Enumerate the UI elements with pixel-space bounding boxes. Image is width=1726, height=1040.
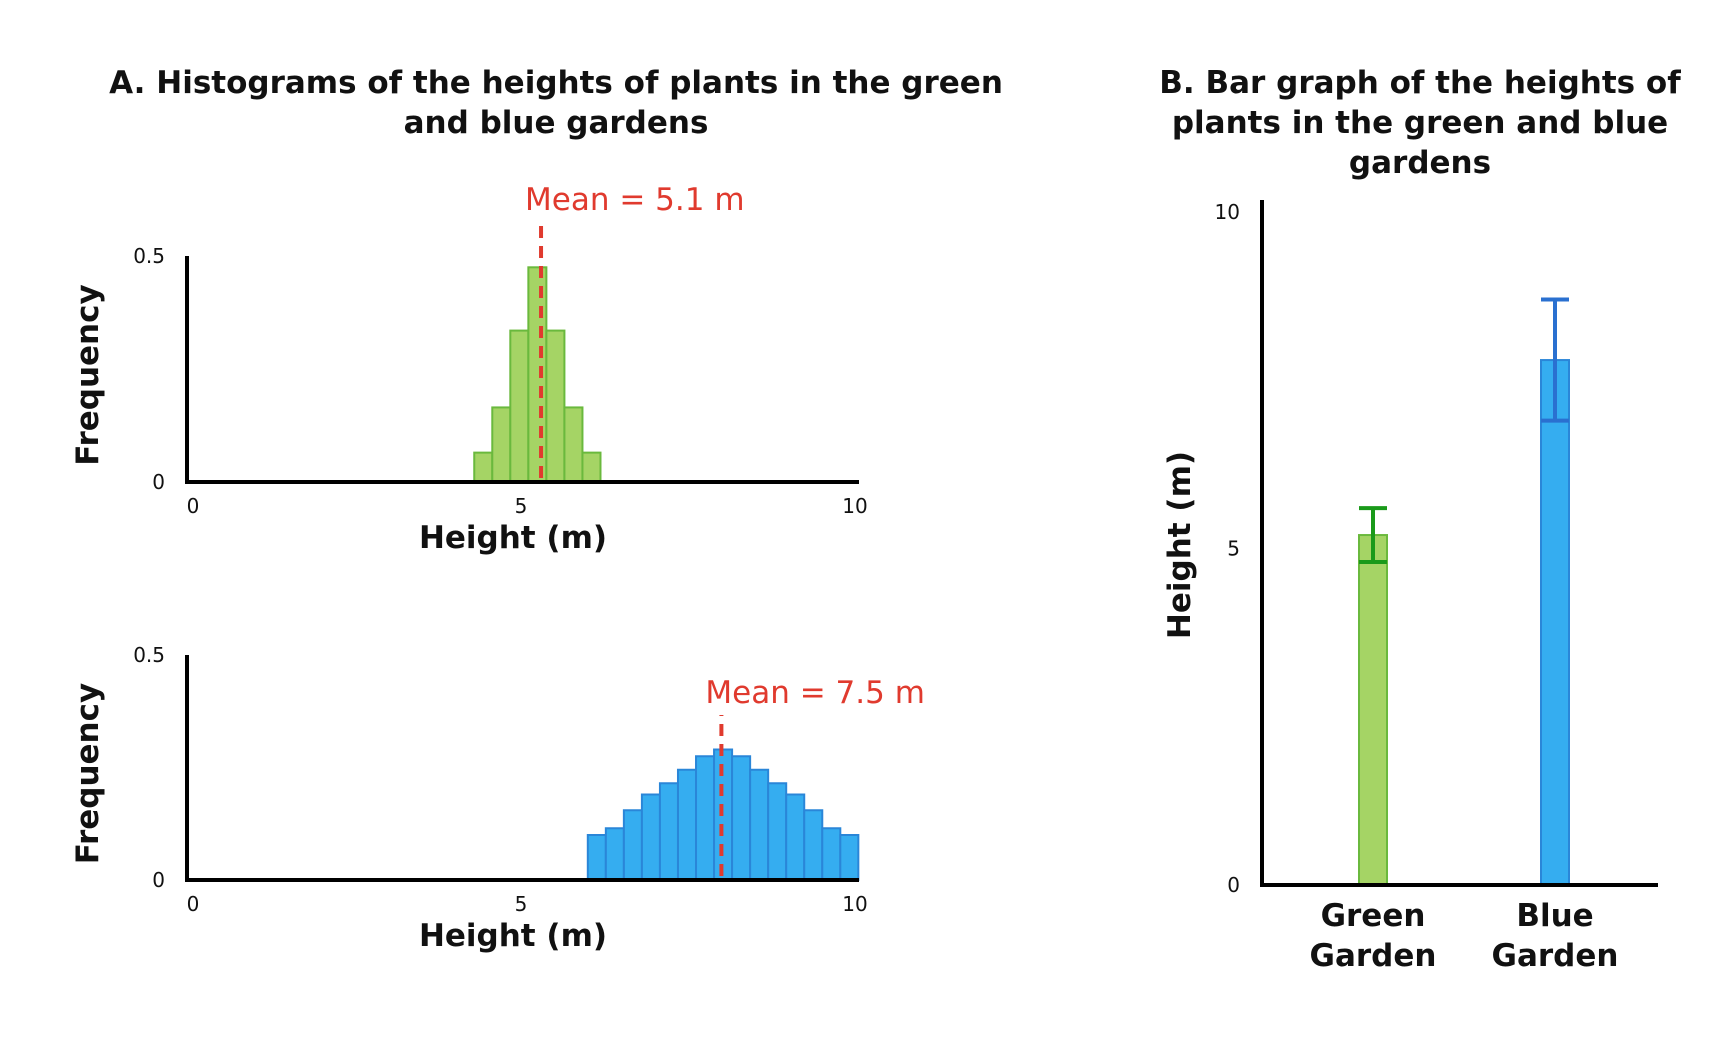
histogram-bar [839, 834, 860, 881]
y-tick-label: 0 [1227, 873, 1240, 897]
panel-b-title-line: plants in the green and blue [1172, 105, 1668, 141]
histogram-bar [640, 793, 661, 881]
category-label: Blue [1516, 898, 1593, 934]
histogram-bar [473, 451, 494, 483]
bar [1540, 359, 1570, 886]
histogram-bar [509, 329, 530, 483]
x-tick-label: 10 [842, 892, 867, 916]
histogram-2: Mean = 7.5 m 0 0.5 0 5 10 Height (m) Frequency [70, 643, 925, 954]
x-tick-label: 5 [515, 494, 528, 518]
y-tick-label: 0.5 [133, 244, 165, 268]
histogram-bar [767, 782, 788, 881]
histogram-bar [491, 406, 512, 484]
x-tick-label: 5 [515, 892, 528, 916]
histogram-bar [676, 768, 698, 881]
histogram-bar [527, 266, 548, 483]
y-tick-label: 0 [152, 868, 165, 892]
y-axis-title: Frequency [70, 284, 106, 465]
histogram-bar [581, 451, 602, 483]
category-label: Garden [1310, 938, 1437, 974]
panel-a-title-line: and blue gardens [404, 105, 709, 141]
y-tick-label: 0 [152, 470, 165, 494]
mean-label: Mean = 7.5 m [705, 675, 925, 711]
histogram-bar [586, 834, 607, 881]
x-axis-title: Height (m) [419, 520, 607, 556]
histogram-bar [545, 329, 566, 483]
histogram-bar [731, 755, 752, 881]
panel-b-title-line: gardens [1349, 145, 1491, 181]
histogram-bar [604, 827, 625, 881]
y-axis-title: Frequency [70, 683, 106, 864]
mean-label: Mean = 5.1 m [525, 182, 745, 218]
histogram-bar [563, 406, 584, 484]
x-tick-label: 0 [187, 494, 200, 518]
x-tick-label: 10 [842, 494, 867, 518]
y-tick-label: 5 [1227, 537, 1240, 561]
histogram-1: Mean = 5.1 m 0 0.5 0 5 10 Height (m) Frequency [70, 182, 868, 556]
bar [1358, 534, 1388, 886]
panel-a-title-line: A. Histograms of the heights of plants i… [109, 65, 1003, 101]
x-tick-label: 0 [187, 892, 200, 916]
bar-graph: B. Bar graph of the heights of plants in … [1159, 65, 1681, 974]
y-tick-label: 10 [1215, 200, 1240, 224]
histogram-bar [658, 782, 679, 881]
y-axis-title: Height (m) [1162, 451, 1198, 639]
y-tick-label: 0.5 [133, 643, 165, 667]
histogram-bar [749, 768, 770, 881]
category-label: Green [1321, 898, 1426, 934]
histogram-bar [803, 809, 824, 881]
histogram-bar [785, 793, 806, 881]
x-axis-title: Height (m) [419, 918, 607, 954]
panel-b-title-line: B. Bar graph of the heights of [1159, 65, 1681, 101]
histogram-bar [695, 755, 716, 881]
category-label: Garden [1492, 938, 1619, 974]
histogram-bar [622, 809, 643, 881]
histogram-bar [821, 827, 842, 881]
